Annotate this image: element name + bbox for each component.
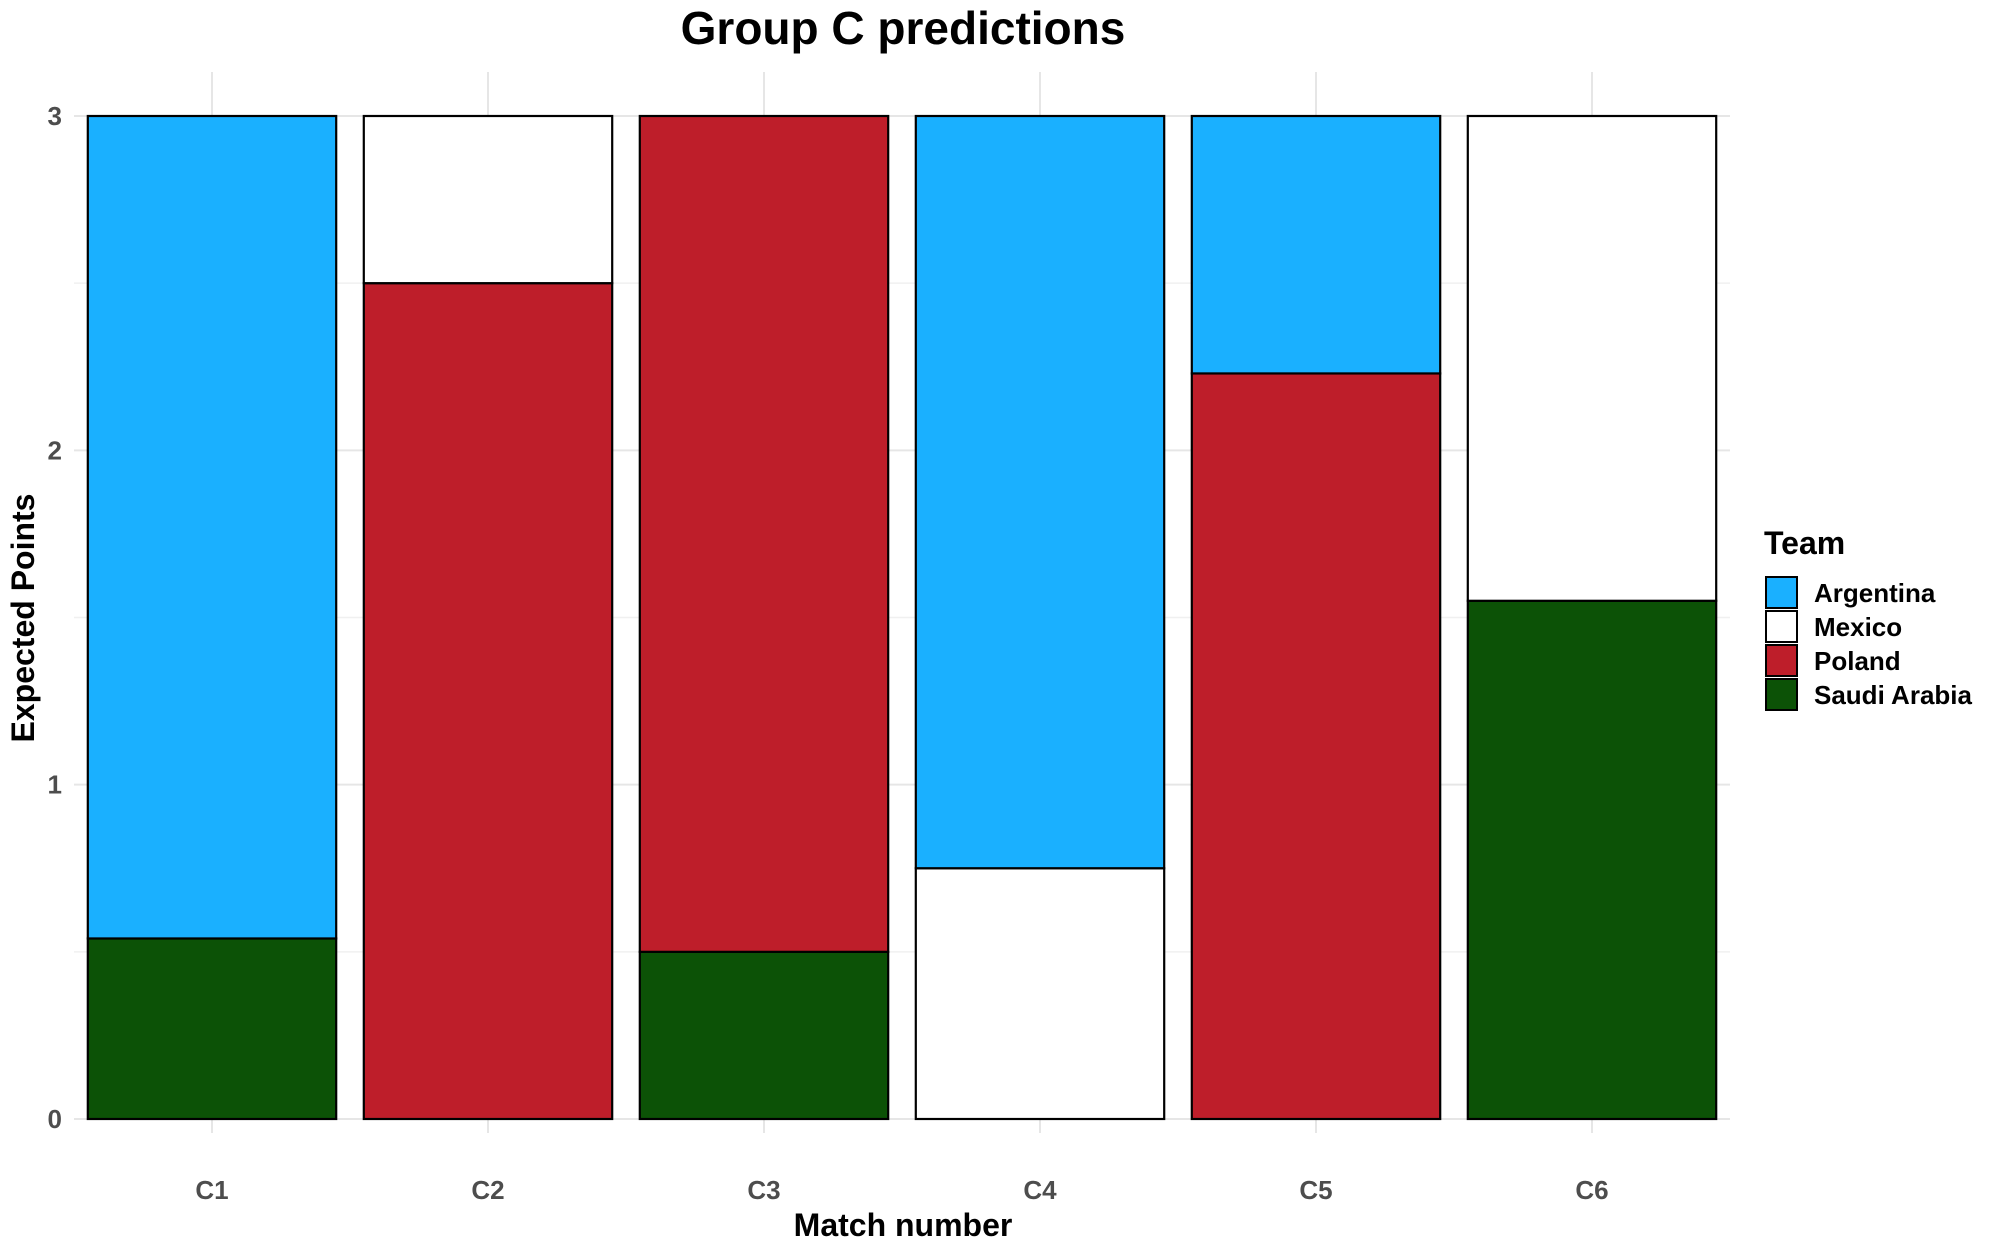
legend-label: Saudi Arabia [1814,680,1973,710]
bar-segment-c3-poland [638,114,890,953]
legend-swatch-poland [1765,644,1798,677]
bar-segment-c2-mexico [362,114,614,285]
legend: Team Argentina Mexico Poland Saudi Arabia [1764,525,1973,711]
bar-segment-c5-poland [1190,372,1442,1121]
bar-segment-c4-argentina [914,114,1166,870]
x-axis-title: Match number [794,1207,1013,1243]
x-tick-label: C3 [747,1175,780,1205]
bar-segment-c6-mexico [1466,114,1718,602]
bars [86,114,1718,1121]
bar-segment-c1-argentina [86,114,338,940]
y-axis-ticks: 0 1 2 3 [48,101,62,1134]
legend-label: Mexico [1814,612,1902,642]
x-tick-label: C4 [1023,1175,1057,1205]
x-axis-ticks: C1 C2 C3 C4 C5 C6 [195,1175,1608,1205]
x-tick-label: C2 [471,1175,504,1205]
y-tick-label: 1 [48,770,62,800]
bar-segment-c2-poland [362,282,614,1121]
bar-segment-c1-saudi-arabia [86,937,338,1121]
legend-swatch-argentina [1765,576,1798,609]
bar-segment-c4-mexico [914,867,1166,1121]
y-tick-label: 2 [48,435,62,465]
bar-segment-c5-argentina [1190,114,1442,375]
bar-segment-c6-saudi-arabia [1466,599,1718,1121]
x-tick-label: C5 [1299,1175,1332,1205]
x-tick-label: C1 [195,1175,228,1205]
legend-swatch-mexico [1765,610,1798,643]
legend-swatch-saudi-arabia [1765,678,1798,711]
y-axis-title: Expected Points [5,494,41,743]
bar-segment-c3-saudi-arabia [638,950,890,1121]
y-tick-label: 3 [48,101,62,131]
x-tick-label: C6 [1575,1175,1608,1205]
legend-title: Team [1764,525,1845,561]
chart-title: Group C predictions [681,2,1126,54]
y-tick-label: 0 [48,1104,62,1134]
legend-label: Poland [1814,646,1901,676]
legend-label: Argentina [1814,578,1936,608]
